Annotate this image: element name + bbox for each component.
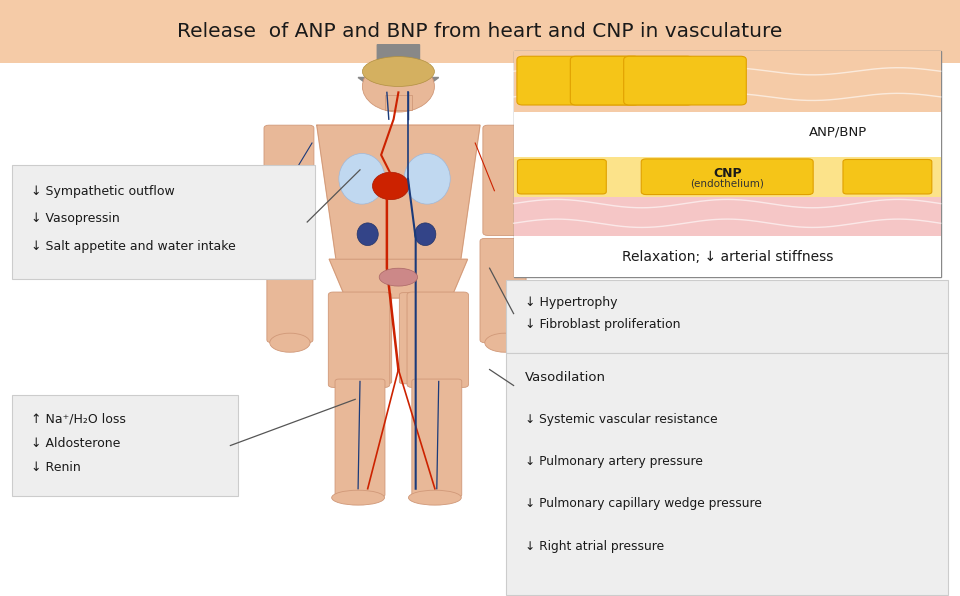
- FancyBboxPatch shape: [0, 0, 960, 63]
- FancyBboxPatch shape: [514, 112, 941, 157]
- Text: ↑ Na⁺/H₂O loss: ↑ Na⁺/H₂O loss: [31, 412, 126, 426]
- FancyBboxPatch shape: [480, 238, 526, 343]
- Ellipse shape: [332, 490, 384, 505]
- FancyBboxPatch shape: [570, 56, 693, 105]
- Text: ↓ Pulmonary capillary wedge pressure: ↓ Pulmonary capillary wedge pressure: [525, 498, 762, 511]
- FancyBboxPatch shape: [407, 292, 468, 387]
- Text: ↓ Sympathetic outflow: ↓ Sympathetic outflow: [31, 185, 175, 198]
- Ellipse shape: [408, 490, 461, 505]
- FancyBboxPatch shape: [264, 125, 314, 235]
- FancyBboxPatch shape: [12, 165, 315, 279]
- FancyBboxPatch shape: [843, 160, 932, 194]
- FancyBboxPatch shape: [514, 157, 941, 197]
- FancyBboxPatch shape: [514, 51, 941, 112]
- Text: Relaxation; ↓ arterial stiffness: Relaxation; ↓ arterial stiffness: [621, 250, 833, 264]
- Text: ↓ Pulmonary artery pressure: ↓ Pulmonary artery pressure: [525, 455, 703, 468]
- Text: ↓ Fibroblast proliferation: ↓ Fibroblast proliferation: [525, 318, 681, 331]
- Ellipse shape: [339, 154, 385, 204]
- FancyBboxPatch shape: [328, 292, 390, 387]
- Ellipse shape: [415, 223, 436, 246]
- FancyBboxPatch shape: [624, 56, 746, 105]
- Ellipse shape: [372, 172, 409, 200]
- FancyBboxPatch shape: [385, 95, 412, 110]
- Ellipse shape: [362, 57, 434, 86]
- FancyBboxPatch shape: [483, 125, 533, 235]
- Ellipse shape: [270, 333, 310, 352]
- FancyBboxPatch shape: [335, 379, 385, 497]
- Text: ↓ Systemic vascular resistance: ↓ Systemic vascular resistance: [525, 413, 718, 426]
- Text: ANP/BNP: ANP/BNP: [809, 126, 868, 139]
- FancyBboxPatch shape: [514, 237, 941, 277]
- FancyBboxPatch shape: [514, 51, 941, 277]
- Ellipse shape: [379, 268, 418, 286]
- FancyBboxPatch shape: [12, 395, 238, 496]
- FancyBboxPatch shape: [399, 293, 455, 384]
- Ellipse shape: [404, 154, 450, 204]
- Text: Vasodilation: Vasodilation: [525, 371, 606, 384]
- Ellipse shape: [485, 333, 525, 352]
- FancyBboxPatch shape: [336, 293, 392, 384]
- Text: ↓ Vasopressin: ↓ Vasopressin: [31, 212, 119, 225]
- FancyBboxPatch shape: [641, 159, 813, 194]
- FancyBboxPatch shape: [506, 280, 948, 353]
- Text: ↓ Salt appetite and water intake: ↓ Salt appetite and water intake: [31, 240, 235, 253]
- Ellipse shape: [362, 61, 434, 112]
- Text: ↓ Aldosterone: ↓ Aldosterone: [31, 437, 120, 450]
- FancyBboxPatch shape: [517, 160, 607, 194]
- FancyBboxPatch shape: [516, 56, 639, 105]
- FancyBboxPatch shape: [412, 379, 462, 497]
- Text: Release  of ANP and BNP from heart and CNP in vasculature: Release of ANP and BNP from heart and CN…: [178, 22, 782, 41]
- Text: (endothelium): (endothelium): [690, 178, 764, 188]
- Polygon shape: [329, 259, 468, 298]
- Polygon shape: [317, 125, 480, 259]
- Text: CNP: CNP: [713, 167, 741, 179]
- FancyBboxPatch shape: [506, 353, 948, 595]
- FancyBboxPatch shape: [514, 197, 941, 237]
- Text: ↓ Hypertrophy: ↓ Hypertrophy: [525, 296, 617, 309]
- Text: ↓ Renin: ↓ Renin: [31, 461, 81, 474]
- Text: ↓ Right atrial pressure: ↓ Right atrial pressure: [525, 540, 664, 552]
- FancyBboxPatch shape: [267, 238, 313, 343]
- Polygon shape: [358, 45, 439, 107]
- Ellipse shape: [357, 223, 378, 246]
